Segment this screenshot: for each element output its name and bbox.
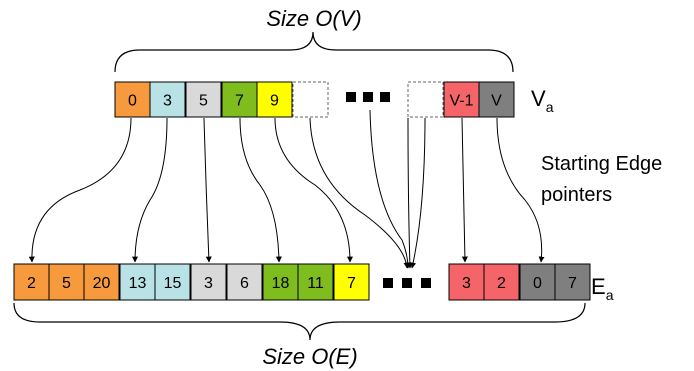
- ea-cell-value: 7: [568, 275, 577, 292]
- vertex-array: 0 3 5 7 9 V-1 V: [114, 81, 515, 118]
- pointer-arrows: [28, 109, 545, 269]
- va-cell: [185, 81, 222, 118]
- ea-cell: [448, 263, 485, 301]
- va-label: Va: [531, 86, 554, 115]
- ea-cell-value: 6: [240, 275, 249, 292]
- va-cell: [256, 81, 293, 118]
- ea-cell-value: 20: [93, 275, 111, 292]
- va-cell-value: 0: [128, 93, 137, 110]
- va-cell: [149, 81, 186, 118]
- top-brace: [114, 31, 514, 73]
- ea-cell: [226, 263, 263, 301]
- ea-cell-value: 13: [129, 275, 147, 292]
- ea-cell-value: 3: [462, 275, 471, 292]
- ea-cell: [48, 263, 85, 301]
- ea-cell: [554, 263, 591, 301]
- va-cell-value: 7: [235, 93, 244, 110]
- va-cell: [292, 81, 329, 118]
- va-cell: [443, 81, 480, 118]
- ea-cell: [190, 263, 227, 301]
- ea-cell: [333, 263, 370, 301]
- ea-label: Ea: [591, 274, 614, 303]
- bottom-ellipsis: [383, 278, 431, 288]
- va-cell: [114, 81, 151, 118]
- va-cell-value: 3: [163, 93, 172, 110]
- va-cell-value: 5: [199, 93, 208, 110]
- ea-cell: [13, 263, 50, 301]
- ea-cell: [519, 263, 556, 301]
- ea-cell-value: 5: [62, 275, 71, 292]
- ea-cell: [297, 263, 334, 301]
- size-oe-label: Size O(E): [262, 344, 357, 369]
- ea-cell: [83, 263, 120, 301]
- ea-cell-value: 7: [347, 275, 356, 292]
- ea-cell-value: 0: [533, 275, 542, 292]
- ea-cell: [154, 263, 191, 301]
- va-cell: [478, 81, 515, 118]
- ea-cell-value: 11: [307, 275, 324, 292]
- bottom-brace: [13, 302, 586, 341]
- size-ov-label: Size O(V): [266, 6, 361, 31]
- starting-edge-label-line2: pointers: [541, 184, 612, 206]
- ea-cell-value: 2: [497, 275, 506, 292]
- ea-cell-value: 3: [204, 275, 213, 292]
- va-cell-value: V-1: [449, 93, 473, 110]
- edge-array: 2 5 20 13 15 3 6 18 11 7 3 2 0 7: [13, 263, 591, 301]
- ea-cell: [483, 263, 520, 301]
- top-ellipsis: [346, 92, 390, 102]
- va-cell: [407, 81, 444, 118]
- va-cell-value: 9: [270, 93, 279, 110]
- ea-cell-value: 15: [164, 275, 182, 292]
- va-cell-value: V: [491, 93, 502, 110]
- starting-edge-label-line1: Starting Edge: [541, 153, 662, 175]
- ea-cell-value: 2: [27, 275, 36, 292]
- ea-cell-value: 18: [272, 275, 290, 292]
